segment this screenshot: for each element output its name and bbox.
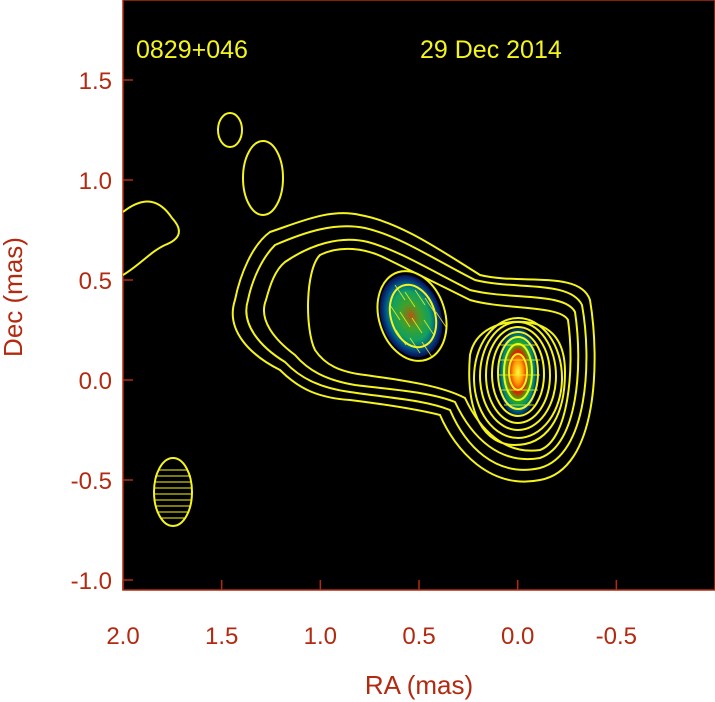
- y-tick-label: -0.5: [71, 468, 112, 495]
- core-emission: [498, 327, 538, 417]
- x-tick-label: 0.0: [501, 623, 534, 650]
- polarization-vectors: [389, 284, 540, 406]
- x-axis-title: RA (mas): [365, 670, 473, 700]
- y-axis: 1.5 1.0 0.5 0.0 -0.5 -1.0: [71, 68, 133, 595]
- restoring-beam: [153, 457, 193, 527]
- y-tick-label: -1.0: [71, 568, 112, 595]
- x-tick-label: 2.0: [106, 623, 139, 650]
- contour-lines: [123, 112, 596, 483]
- y-tick-label: 1.0: [79, 168, 112, 195]
- x-tick-label: 1.5: [205, 623, 238, 650]
- source-name-label: 0829+046: [136, 36, 248, 64]
- y-tick-label: 0.0: [79, 368, 112, 395]
- observation-date-label: 29 Dec 2014: [420, 36, 562, 64]
- x-tick-label: 1.0: [304, 623, 337, 650]
- x-axis: 2.0 1.5 1.0 0.5 0.0 -0.5: [106, 580, 637, 650]
- y-tick-label: 1.5: [79, 68, 112, 95]
- x-tick-label: 0.5: [402, 623, 435, 650]
- y-tick-label: 0.5: [79, 268, 112, 295]
- x-tick-label: -0.5: [596, 623, 637, 650]
- y-axis-title: Dec (mas): [0, 237, 28, 357]
